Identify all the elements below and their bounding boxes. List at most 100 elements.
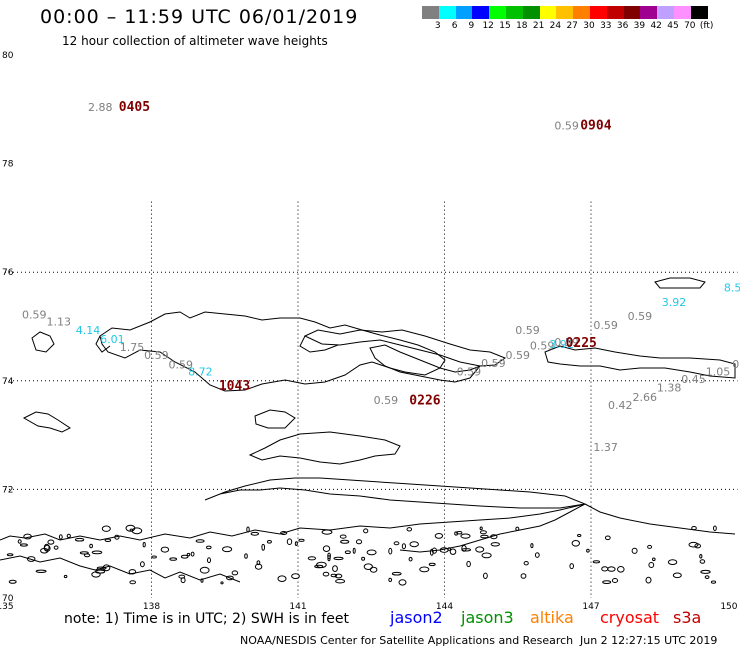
lake-outline: [460, 533, 471, 539]
color-scale-label: 6: [451, 21, 458, 31]
lake-outline: [23, 533, 32, 540]
wave-height-value: 0.59: [144, 349, 169, 362]
lake-outline: [190, 551, 195, 557]
lake-outline: [352, 547, 356, 554]
color-scale-labels: 3 6 9 12 15 18 21 24 27 30 33 36 39 42 45 70 (ft): [422, 21, 740, 33]
lake-outline: [617, 566, 625, 573]
lake-outline: [321, 529, 333, 535]
lake-outline: [63, 574, 68, 579]
lake-outline: [479, 530, 487, 535]
lake-outline: [647, 544, 653, 549]
wave-height-value: 0.: [732, 358, 740, 371]
lake-outline: [363, 563, 373, 571]
wave-height-value: 3.92: [549, 338, 574, 351]
lake-outline: [577, 534, 582, 537]
lake-outline: [53, 545, 59, 550]
lake-outline: [569, 563, 575, 570]
lake-outline: [704, 575, 710, 579]
lake-outline: [180, 577, 186, 584]
lake-outline: [294, 541, 298, 546]
lake-outline: [449, 548, 457, 555]
legend-item: jason3: [461, 608, 514, 627]
color-scale-label: 42: [650, 21, 662, 31]
lake-outline: [429, 548, 434, 556]
lake-outline: [298, 538, 305, 542]
lake-outline: [344, 550, 351, 555]
wave-height-value: 0.59: [506, 349, 531, 362]
color-scale-label: 33: [600, 21, 612, 31]
lake-outline: [408, 556, 413, 562]
kotelny-island: [99, 311, 446, 392]
wave-height-value: 1.38: [657, 382, 682, 395]
lake-outline: [475, 546, 485, 553]
wave-height-value: 0.59: [169, 358, 194, 371]
legend-item: altika: [530, 608, 574, 627]
lake-outline: [592, 560, 601, 564]
lake-outline: [340, 539, 350, 544]
wave-height-value: 3.92: [662, 296, 687, 309]
lake-outline: [17, 539, 22, 544]
lake-outline: [222, 546, 233, 553]
color-swatch: [522, 6, 540, 19]
latitude-label: 76: [2, 268, 14, 278]
lake-outline: [6, 553, 14, 557]
lake-outline: [8, 579, 17, 584]
lake-outline: [199, 566, 210, 574]
wave-height-value: 0.42: [608, 399, 633, 412]
color-swatch: [472, 6, 490, 19]
color-scale-label: 45: [667, 21, 679, 31]
latitude-label: 78: [2, 160, 14, 170]
lake-outline: [291, 573, 300, 579]
lake-outline: [332, 565, 338, 572]
lake-outline: [406, 527, 413, 532]
lake-outline: [466, 560, 471, 568]
lake-outline: [169, 557, 178, 561]
lake-outline: [231, 570, 239, 576]
color-scale-label: 36: [616, 21, 629, 31]
lake-outline: [652, 557, 656, 562]
lake-outline: [160, 546, 170, 553]
lake-outline: [91, 550, 103, 555]
color-scale-label: 24: [549, 21, 562, 31]
lake-outline: [207, 557, 211, 564]
lake-outline: [104, 538, 112, 542]
coastline: [0, 277, 736, 586]
color-swatch: [589, 6, 607, 19]
lake-outline: [480, 534, 489, 539]
wave-height-value: 0.59: [515, 324, 540, 337]
lake-outline: [631, 547, 638, 554]
wave-height-value: 0.59: [457, 365, 482, 378]
lake-outline: [602, 580, 612, 584]
color-swatch: [573, 6, 590, 19]
pass-time-label: 0904: [580, 118, 611, 133]
pass-time-label: 0405: [119, 100, 150, 115]
wave-height-value: 8.72: [188, 365, 213, 378]
color-swatch: [690, 6, 708, 19]
lake-outline: [691, 526, 697, 531]
lake-outline: [523, 561, 529, 566]
lake-outline: [91, 571, 101, 578]
color-swatch: [489, 6, 506, 19]
lake-outline: [700, 569, 711, 574]
wave-height-value: 0.59: [554, 336, 579, 349]
lake-outline: [366, 549, 377, 556]
lake-outline: [89, 543, 93, 549]
lake-outline: [330, 573, 338, 578]
lake-outline: [129, 580, 136, 585]
lake-outline: [58, 534, 63, 540]
color-swatch: [640, 6, 658, 19]
wave-height-value: 1.05: [706, 365, 731, 378]
lake-outline: [114, 534, 120, 540]
wave-height-value: 2.66: [632, 391, 657, 404]
lake-outline: [645, 576, 652, 584]
lake-outline: [447, 547, 452, 551]
lake-outline: [611, 578, 619, 583]
lake-outline: [66, 533, 71, 539]
lake-outline: [363, 528, 369, 534]
lake-outline: [534, 552, 540, 558]
novaya-sibir-island: [544, 345, 736, 379]
color-swatch: [539, 6, 557, 19]
lake-outline: [431, 547, 437, 554]
bolshoy-lyakhovsky-island: [248, 431, 401, 465]
lake-outline: [102, 564, 111, 572]
